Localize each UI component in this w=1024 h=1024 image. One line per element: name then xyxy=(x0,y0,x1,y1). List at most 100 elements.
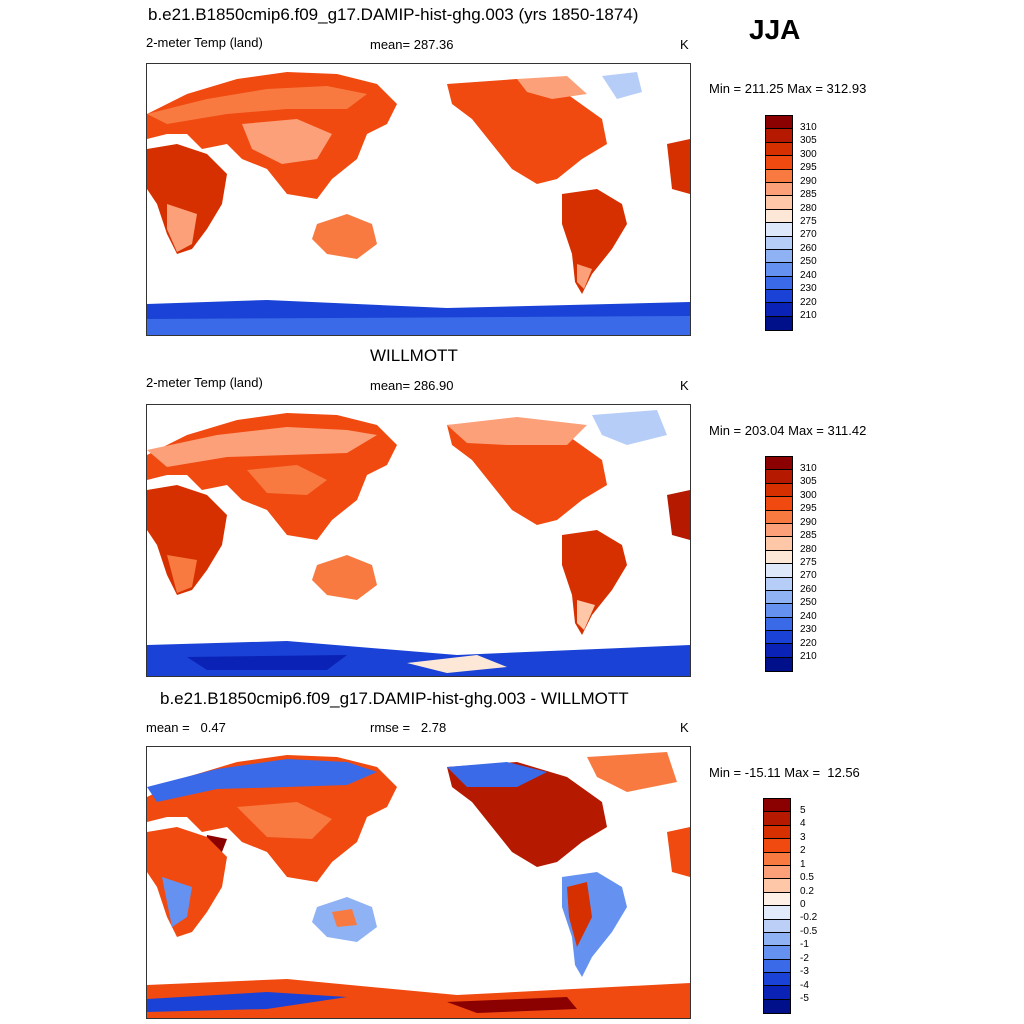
panel2-land-west-africa-edge xyxy=(667,490,690,540)
colorbar-swatch xyxy=(766,523,792,538)
colorbar-tick: 275 xyxy=(800,216,817,227)
panel1-colorbar xyxy=(765,115,793,332)
colorbar-tick: 275 xyxy=(800,557,817,568)
colorbar-swatch xyxy=(764,865,790,880)
colorbar-swatch xyxy=(764,852,790,866)
colorbar-swatch xyxy=(766,129,792,143)
colorbar-swatch xyxy=(766,457,792,471)
panel1-land-antarctica xyxy=(147,300,690,335)
panel3-units-label: K xyxy=(680,720,689,735)
colorbar-tick: 270 xyxy=(800,229,817,240)
panel2-units-label: K xyxy=(680,378,689,393)
colorbar-tick: -4 xyxy=(800,980,809,991)
panel3-map-svg xyxy=(147,752,690,1018)
colorbar-tick: 280 xyxy=(800,544,817,555)
panel2-land-africa xyxy=(147,485,227,595)
panel3-colorbar xyxy=(763,798,791,1015)
colorbar-swatch xyxy=(766,550,792,565)
colorbar-swatch xyxy=(766,116,792,130)
colorbar-swatch xyxy=(766,644,792,658)
colorbar-swatch xyxy=(766,142,792,157)
colorbar-tick: -2 xyxy=(800,953,809,964)
panel2-land-australia xyxy=(312,555,377,600)
panel3-land-australia xyxy=(312,897,377,942)
colorbar-swatch xyxy=(764,959,790,974)
panel2-mean-label: mean= 286.90 xyxy=(370,378,454,393)
colorbar-tick: 230 xyxy=(800,283,817,294)
colorbar-swatch xyxy=(766,577,792,591)
colorbar-tick: 300 xyxy=(800,490,817,501)
colorbar-swatch xyxy=(764,799,790,813)
panel2-land-eurasia xyxy=(147,413,397,540)
colorbar-swatch xyxy=(766,263,792,277)
colorbar-swatch xyxy=(766,497,792,511)
colorbar-swatch xyxy=(764,906,790,920)
panel2-map xyxy=(146,404,691,677)
colorbar-tick: 310 xyxy=(800,463,817,474)
panel1-units-label: K xyxy=(680,37,689,52)
colorbar-swatch xyxy=(766,537,792,551)
colorbar-swatch xyxy=(766,631,792,645)
panel1-land-australia xyxy=(312,214,377,259)
colorbar-swatch xyxy=(766,276,792,291)
panel3-land-north-america xyxy=(447,752,677,867)
colorbar-tick: 305 xyxy=(800,135,817,146)
panel2-colorbar xyxy=(765,456,793,673)
colorbar-swatch xyxy=(764,932,790,947)
colorbar-tick: 240 xyxy=(800,611,817,622)
colorbar-tick: 260 xyxy=(800,584,817,595)
panel3-map xyxy=(146,746,691,1019)
colorbar-tick: 210 xyxy=(800,310,817,321)
panel1-land-west-africa-edge xyxy=(667,139,690,194)
panel3-rmse-label: rmse = 2.78 xyxy=(370,720,447,735)
colorbar-swatch xyxy=(764,999,790,1014)
panel2-variable-label: 2-meter Temp (land) xyxy=(146,375,263,390)
panel1-title: b.e21.B1850cmip6.f09_g17.DAMIP-hist-ghg.… xyxy=(148,5,639,24)
colorbar-swatch xyxy=(766,196,792,210)
panel1-land-africa xyxy=(147,144,227,254)
colorbar-tick: -5 xyxy=(800,993,809,1004)
colorbar-swatch xyxy=(764,812,790,826)
colorbar-swatch xyxy=(766,209,792,224)
panel2-title: WILLMOTT xyxy=(370,346,458,365)
colorbar-swatch xyxy=(766,483,792,498)
colorbar-swatch xyxy=(766,564,792,578)
colorbar-tick: 300 xyxy=(800,149,817,160)
colorbar-tick: 220 xyxy=(800,297,817,308)
panel1-mean-label: mean= 287.36 xyxy=(370,37,454,52)
colorbar-swatch xyxy=(764,825,790,840)
colorbar-swatch xyxy=(766,657,792,672)
colorbar-swatch xyxy=(766,169,792,183)
colorbar-tick: 2 xyxy=(800,845,806,856)
colorbar-swatch xyxy=(766,290,792,304)
colorbar-tick: 270 xyxy=(800,570,817,581)
panel1-land-north-america xyxy=(447,72,642,184)
colorbar-tick: 240 xyxy=(800,270,817,281)
colorbar-swatch xyxy=(766,510,792,524)
colorbar-tick: 305 xyxy=(800,476,817,487)
colorbar-tick: 290 xyxy=(800,517,817,528)
season-label: JJA xyxy=(749,14,801,45)
colorbar-tick: -0.5 xyxy=(800,926,818,937)
colorbar-swatch xyxy=(766,604,792,618)
colorbar-tick: 1 xyxy=(800,859,806,870)
colorbar-tick: 280 xyxy=(800,203,817,214)
colorbar-tick: 250 xyxy=(800,256,817,267)
panel1-land-south-america xyxy=(562,189,627,294)
colorbar-swatch xyxy=(766,156,792,170)
colorbar-tick: 220 xyxy=(800,638,817,649)
colorbar-tick: 210 xyxy=(800,651,817,662)
colorbar-swatch xyxy=(766,617,792,632)
colorbar-swatch xyxy=(764,892,790,907)
colorbar-swatch xyxy=(766,249,792,264)
colorbar-tick: 230 xyxy=(800,624,817,635)
colorbar-tick: 290 xyxy=(800,176,817,187)
colorbar-tick: 295 xyxy=(800,162,817,173)
panel2-land-antarctica xyxy=(147,641,690,676)
colorbar-tick: -1 xyxy=(800,939,809,950)
colorbar-tick: 5 xyxy=(800,805,806,816)
panel3-mean-label: mean = 0.47 xyxy=(146,720,226,735)
colorbar-tick: 295 xyxy=(800,503,817,514)
colorbar-swatch xyxy=(764,986,790,1000)
colorbar-tick: 285 xyxy=(800,530,817,541)
